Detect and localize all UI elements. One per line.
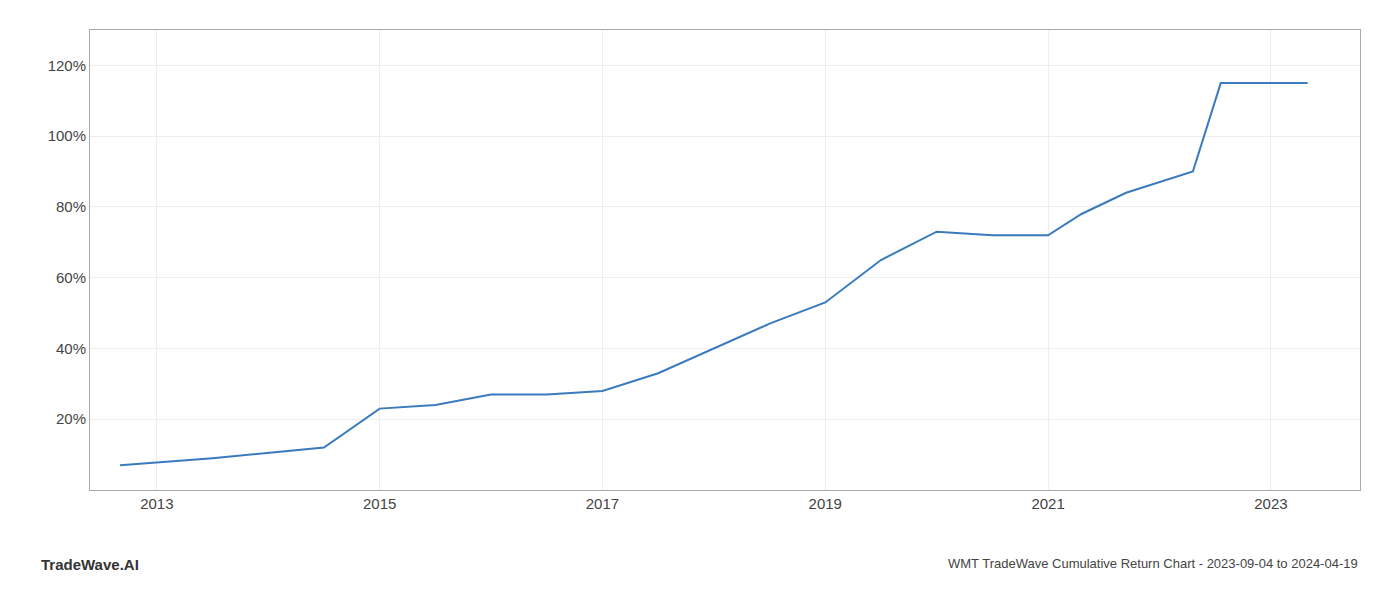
svg-text:2021: 2021 [1031,495,1064,512]
svg-text:120%: 120% [48,57,86,74]
svg-text:100%: 100% [48,127,86,144]
svg-text:2019: 2019 [809,495,842,512]
svg-text:60%: 60% [56,269,86,286]
svg-text:WMT TradeWave Cumulative Retur: WMT TradeWave Cumulative Return Chart - … [948,556,1358,571]
svg-text:80%: 80% [56,198,86,215]
svg-text:2015: 2015 [363,495,396,512]
svg-text:2017: 2017 [586,495,619,512]
svg-text:20%: 20% [56,410,86,427]
svg-text:TradeWave.AI: TradeWave.AI [41,556,139,573]
svg-text:2023: 2023 [1254,495,1287,512]
svg-text:2013: 2013 [140,495,173,512]
svg-text:40%: 40% [56,340,86,357]
